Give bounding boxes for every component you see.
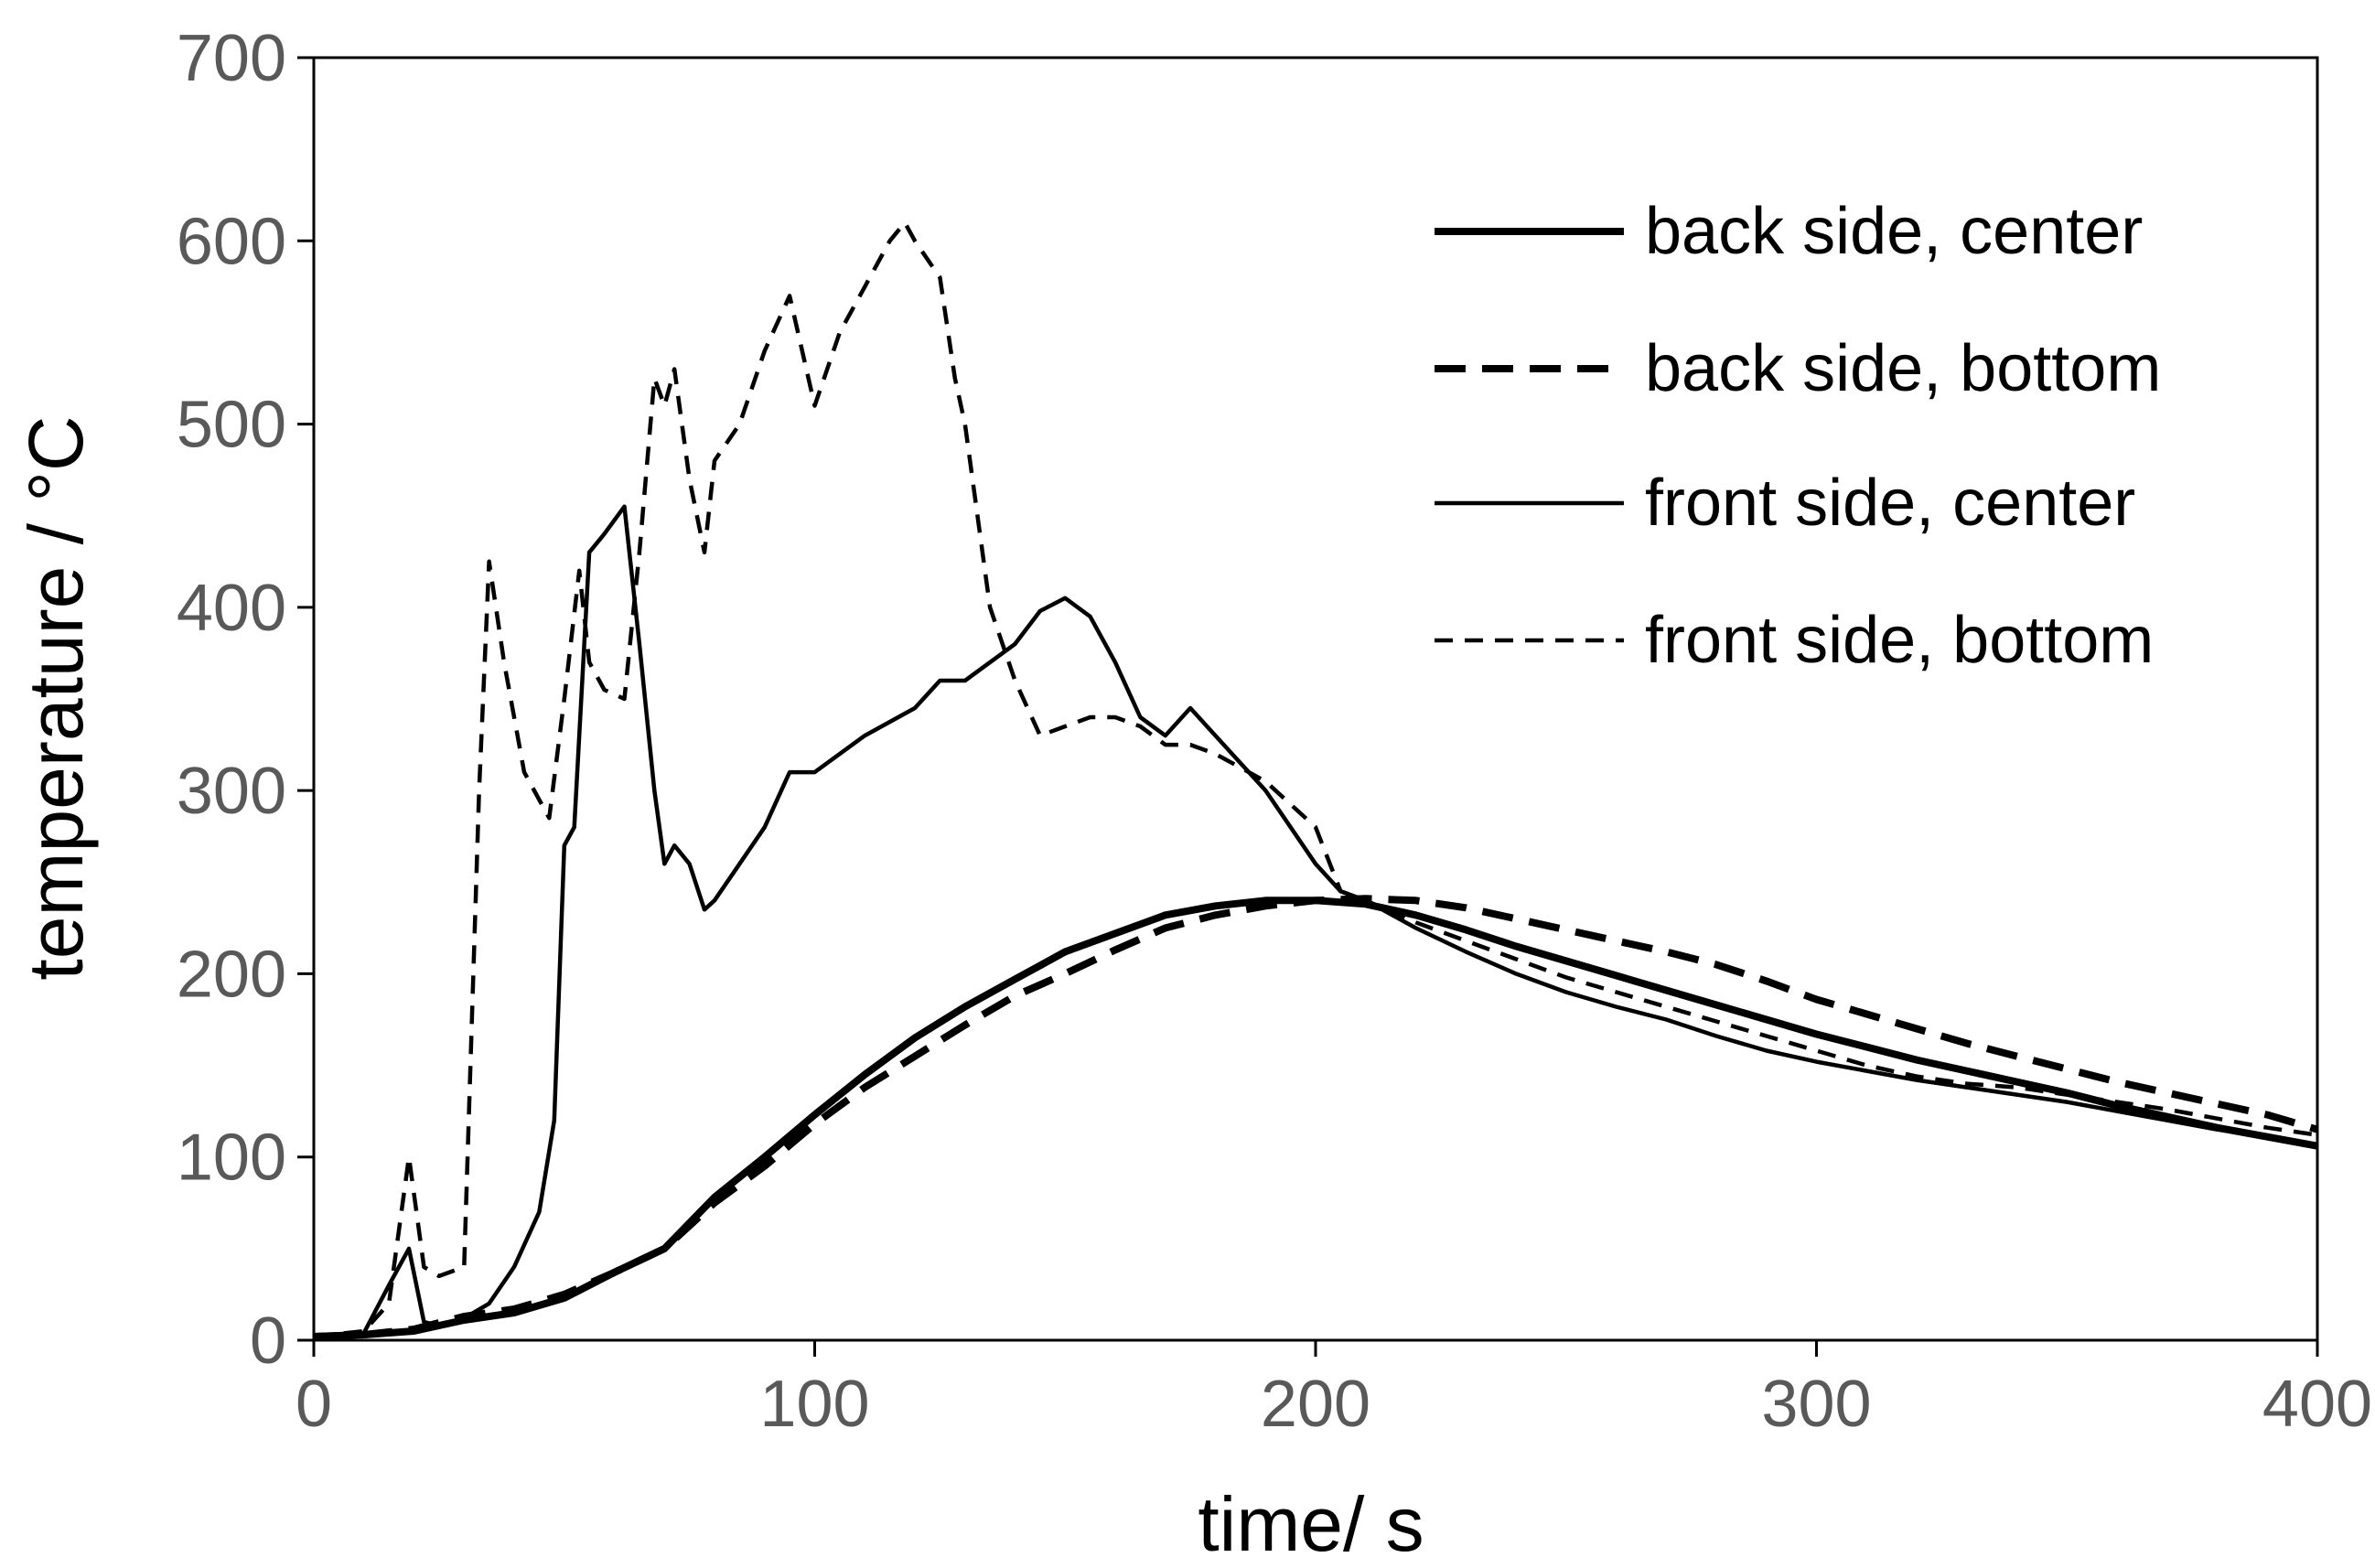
y-tick-label: 700: [177, 22, 286, 95]
x-tick-label: 300: [1761, 1368, 1871, 1441]
y-tick-label: 600: [177, 205, 286, 278]
legend-label-back-side-center: back side, center: [1645, 195, 2143, 268]
y-axis-label: temperature / °C: [13, 415, 99, 980]
y-tick-label: 200: [177, 938, 286, 1011]
y-tick-label: 300: [177, 755, 286, 828]
x-axis-label: time/ s: [1198, 1481, 1424, 1563]
x-tick-label: 0: [296, 1368, 332, 1441]
x-tick-label: 200: [1261, 1368, 1370, 1441]
series-layer: [313, 220, 2319, 1340]
series-line-back-side-bottom: [313, 895, 2319, 1340]
y-tick-label: 400: [177, 572, 286, 645]
y-tick-label: 100: [177, 1122, 286, 1195]
legend-label-front-side-bottom: front side, bottom: [1645, 604, 2154, 677]
y-tick-label: 500: [177, 389, 286, 462]
legend-label-back-side-bottom: back side, bottom: [1645, 332, 2161, 405]
y-tick-label: 0: [250, 1305, 286, 1378]
legend-label-front-side-center: front side, center: [1645, 467, 2135, 540]
x-tick-label: 100: [759, 1368, 869, 1441]
series-line-front-side-bottom: [313, 220, 2318, 1339]
x-tick-label: 400: [2262, 1368, 2372, 1441]
legend: back side, center back side, bottom front …: [1435, 195, 2161, 677]
series-line-front-side-center: [313, 504, 2318, 1339]
ticks-layer: 0 100 200 300 400 500 600 700 0 100 200 300 400: [177, 22, 2372, 1441]
